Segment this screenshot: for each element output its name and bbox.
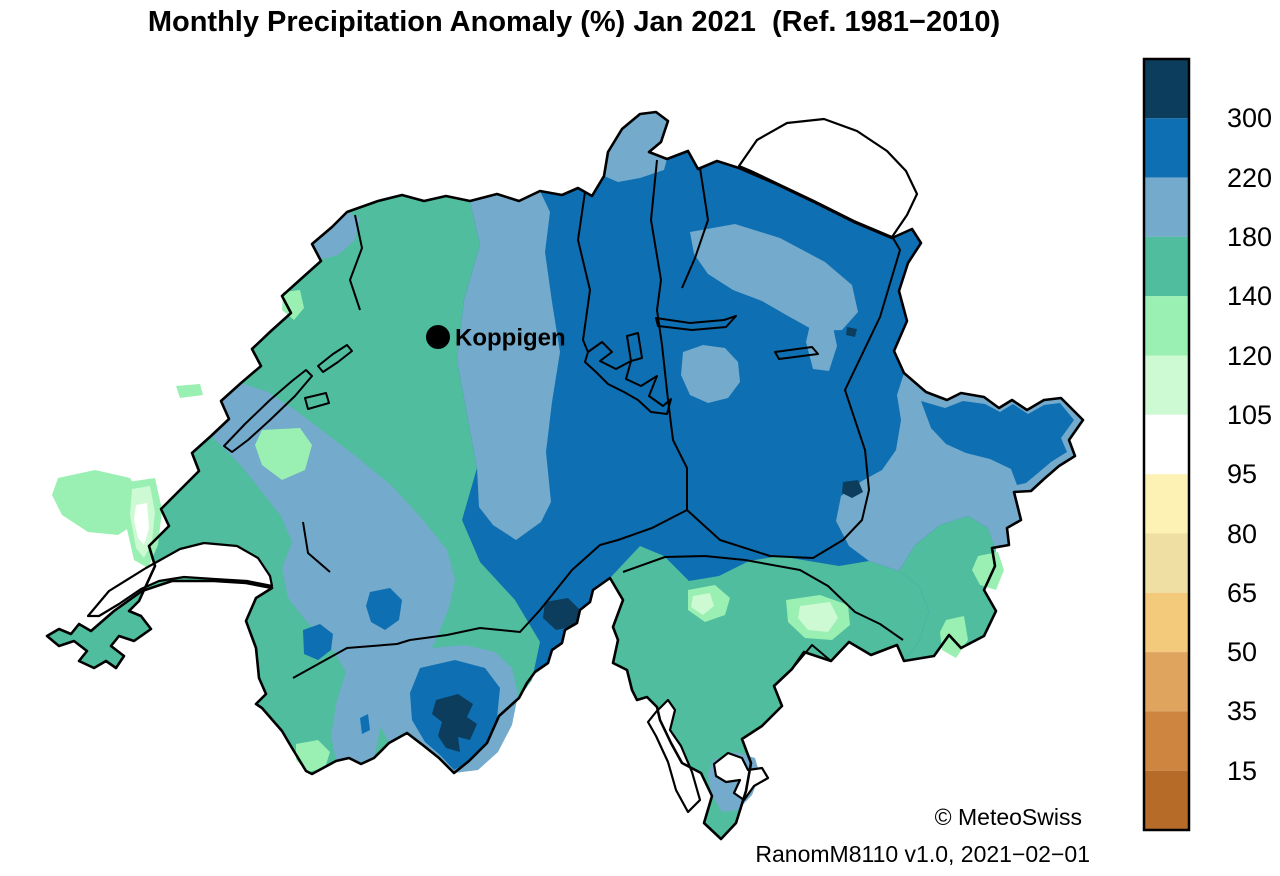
region-zermatt-navy	[432, 694, 477, 752]
region-palegreen-ticino-2	[691, 593, 714, 615]
lake-zug-outline	[626, 332, 643, 362]
region-schaffhausen-lightblue	[604, 112, 668, 182]
region-thurgau-lightblue	[690, 224, 858, 331]
canton-border-graubuenden	[686, 237, 901, 559]
legend-label: 180	[1227, 222, 1272, 252]
region-lightgreen-jura-2	[176, 384, 203, 398]
legend-segment	[1144, 533, 1189, 593]
region-lightgreen-neuchatel	[255, 428, 312, 480]
lake-geneva	[86, 541, 274, 618]
region-palegreen-ticino	[798, 602, 838, 632]
legend-label: 140	[1227, 281, 1272, 311]
version-text: RanomM8110 v1.0, 2021−02−01	[755, 841, 1090, 867]
region-lightgreen-jura-1	[282, 290, 304, 320]
legend-segment	[1144, 236, 1189, 297]
legend-segment	[1144, 652, 1189, 712]
legend-segment	[1144, 474, 1189, 534]
lake-neuchatel-outline	[223, 369, 313, 453]
canton-border-zurich-thurgau	[681, 167, 709, 289]
legend-label: 120	[1227, 341, 1272, 371]
legend-segment	[1144, 118, 1189, 178]
region-lightgreen-bas-valais	[296, 740, 330, 772]
legend-colorbar-border	[1142, 57, 1191, 832]
station-marker-dot	[426, 325, 450, 349]
legend-label: 15	[1227, 756, 1257, 786]
canton-border-jura	[349, 214, 363, 311]
region-aletsch-navy-spot	[543, 598, 580, 630]
legend-label: 95	[1227, 459, 1257, 489]
region-white-spot	[134, 503, 149, 545]
lake-lucerne-outline	[584, 341, 672, 415]
region-east-green	[899, 516, 996, 661]
legend-segment	[1144, 177, 1189, 237]
canton-border-central	[292, 159, 688, 679]
region-toggenburg-lightblue-strip	[806, 316, 837, 371]
legend-colorbar: 300 220 180 140 120 105 95 80 65 50 35 1…	[1142, 57, 1272, 832]
copyright-text: © MeteoSwiss	[934, 804, 1082, 830]
region-south-green	[610, 546, 929, 839]
legend-segment	[1144, 770, 1189, 830]
region-lightgreen-west-blob	[52, 470, 142, 535]
legend-label: 65	[1227, 578, 1257, 608]
region-ajoie-lightblue	[312, 212, 360, 260]
country-border	[45, 110, 1085, 841]
legend-label: 105	[1227, 400, 1272, 430]
legend-segment	[1144, 296, 1189, 356]
station-label: Koppigen	[455, 325, 566, 352]
legend-segment	[1144, 711, 1189, 771]
legend-label: 220	[1227, 163, 1272, 193]
region-east-arm-blue-core	[921, 401, 1074, 485]
map-title: Monthly Precipitation Anomaly (%) Jan 20…	[147, 6, 1001, 38]
legend-label: 50	[1227, 637, 1257, 667]
region-vaud-blue-blob-3	[360, 714, 370, 734]
legend-label: 80	[1227, 519, 1257, 549]
region-vaud-blue-blob-1	[303, 624, 333, 660]
region-glarus-lightblue	[681, 345, 740, 403]
lake-zurich-outline	[655, 315, 737, 331]
region-saentis-navy-spot	[846, 327, 857, 337]
legend-segment	[1144, 59, 1189, 119]
region-lightgreen-poschiavo-1	[972, 552, 1004, 590]
legend-segment	[1144, 355, 1189, 415]
lake-walensee-outline	[774, 346, 819, 360]
lake-biel-outline	[317, 344, 353, 373]
legend-label: 35	[1227, 696, 1257, 726]
region-plateau-lightblue-band	[457, 191, 560, 540]
legend-segment	[1144, 592, 1189, 653]
legend-label: 300	[1227, 103, 1272, 133]
canton-border-fribourg	[302, 521, 331, 573]
lake-murten-outline	[304, 392, 330, 410]
lake-lugano	[712, 751, 770, 802]
region-vaud-blue-blob-2	[366, 588, 402, 630]
region-graubuenden-navy-spot	[842, 480, 863, 498]
region-northwest-lightblue-band	[211, 383, 455, 764]
canton-border-aargau	[577, 191, 591, 353]
canton-border-ticino-north	[622, 555, 904, 641]
legend-segment	[1144, 414, 1189, 475]
lake-maggiore	[646, 698, 702, 814]
